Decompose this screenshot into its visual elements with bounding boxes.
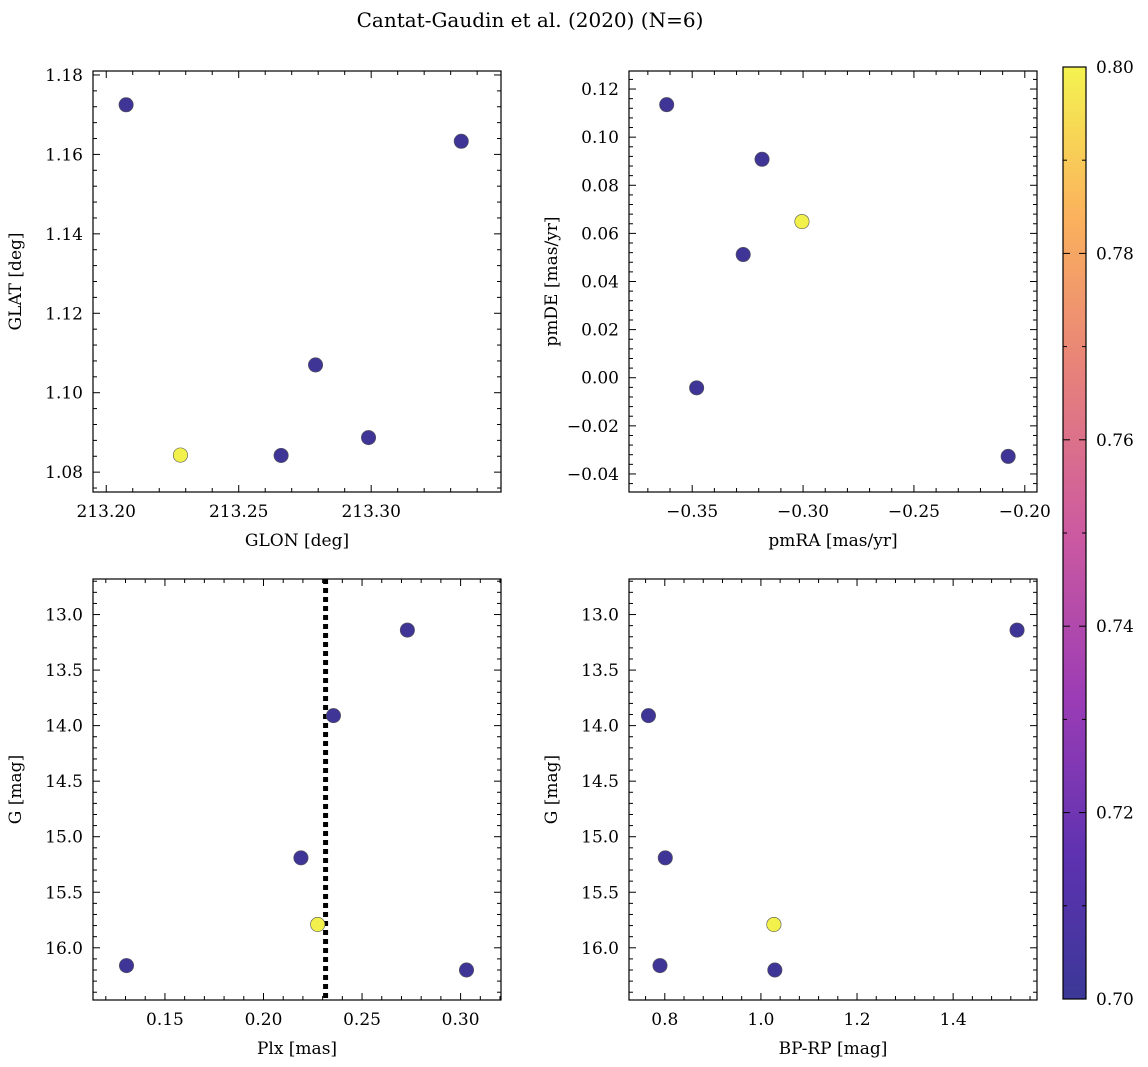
y-tick-label: 0.02 (581, 321, 619, 341)
data-point (640, 708, 656, 724)
x-tick-label: 0.25 (343, 1010, 381, 1030)
y-tick-label: 1.18 (45, 66, 83, 86)
y-tick-label: 1.16 (45, 145, 83, 165)
data-point (310, 916, 326, 932)
y-tick-label: 15.0 (45, 828, 83, 848)
y-tick-label: 13.0 (45, 606, 83, 626)
data-point (652, 958, 668, 974)
y-tick-label: 14.5 (581, 772, 619, 792)
data-point (659, 97, 675, 113)
data-point (459, 962, 475, 978)
y-tick-label: 14.5 (45, 772, 83, 792)
data-point (754, 151, 770, 167)
data-point (172, 447, 188, 463)
data-point (1009, 622, 1025, 638)
colorbar-tick-label: 0.80 (1096, 58, 1134, 78)
colorbar: 0.70 0.72 0.74 0.76 0.78 0.80 (1062, 58, 1134, 1010)
data-point (689, 380, 705, 396)
y-tick-label: 16.0 (45, 939, 83, 959)
y-tick-label: 15.5 (581, 883, 619, 903)
x-tick-label: 0.15 (146, 1010, 184, 1030)
x-tick-label: 0.8 (651, 1010, 678, 1030)
y-tick-label: 1.14 (45, 225, 83, 245)
y-tick-label: 15.5 (45, 883, 83, 903)
y-tick-label: −0.04 (567, 465, 619, 485)
y-axis-label: G [mag] (542, 755, 562, 824)
y-tick-label: 1.12 (45, 304, 83, 324)
x-tick-label: −0.35 (666, 502, 718, 522)
data-point (273, 447, 289, 463)
data-point (325, 708, 341, 724)
y-axis-label: GLAT [deg] (6, 232, 26, 330)
y-axis-label: pmDE [mas/yr] (542, 216, 562, 346)
colorbar-tick-label: 0.70 (1096, 990, 1134, 1010)
y-tick-label: 0.04 (581, 273, 619, 293)
panel-1: 213.20 213.25 213.30 1.08 1.10 1.12 1.14 1.16 1.… (6, 66, 502, 551)
data-point (794, 214, 810, 230)
x-tick-label: 1.0 (747, 1010, 774, 1030)
data-point (399, 622, 415, 638)
y-tick-label: 14.0 (45, 717, 83, 737)
colorbar-gradient (1063, 67, 1086, 999)
y-tick-label: 1.10 (45, 384, 83, 404)
plot-frame (92, 70, 502, 493)
x-tick-label: 213.25 (209, 502, 268, 522)
panel-2: −0.35 −0.30 −0.25 −0.20 −0.04 −0.02 0.00 0.02 0.… (542, 70, 1051, 551)
y-axis-label: G [mag] (6, 755, 26, 824)
data-point (293, 850, 309, 866)
y-tick-label: 14.0 (581, 717, 619, 737)
x-tick-label: 213.30 (341, 502, 400, 522)
panel-4: 0.8 1.0 1.2 1.4 13.0 13.5 14.0 14.5 15.0 15.5 16.0… (542, 578, 1038, 1059)
y-tick-label: 0.10 (581, 128, 619, 148)
x-tick-label: −0.20 (999, 502, 1051, 522)
y-tick-label: 0.08 (581, 176, 619, 196)
data-point (118, 97, 134, 113)
x-tick-label: 0.30 (442, 1010, 480, 1030)
x-axis-label: BP-RP [mag] (779, 1039, 888, 1059)
x-tick-label: 1.4 (940, 1010, 967, 1030)
x-tick-label: 1.2 (844, 1010, 871, 1030)
colorbar-tick-label: 0.76 (1096, 431, 1134, 451)
x-axis-label: GLON [deg] (245, 531, 349, 551)
data-point (657, 850, 673, 866)
y-tick-label: 1.08 (45, 463, 83, 483)
x-tick-label: 0.20 (245, 1010, 283, 1030)
colorbar-tick-label: 0.78 (1096, 244, 1134, 264)
x-axis-label: pmRA [mas/yr] (768, 531, 897, 551)
colorbar-tick-label: 0.72 (1096, 804, 1134, 824)
data-point (735, 247, 751, 263)
x-tick-label: 213.20 (77, 502, 136, 522)
x-tick-label: −0.25 (888, 502, 940, 522)
data-point (1000, 448, 1016, 464)
colorbar-tick-label: 0.74 (1096, 617, 1134, 637)
data-point (119, 958, 135, 974)
y-tick-label: 16.0 (581, 939, 619, 959)
data-point (308, 357, 324, 373)
plot-frame (628, 70, 1038, 493)
plot-frame (628, 578, 1038, 1001)
y-tick-label: 13.5 (45, 661, 83, 681)
x-tick-label: −0.30 (777, 502, 829, 522)
data-point (453, 133, 469, 149)
panel-3: 0.15 0.20 0.25 0.30 13.0 13.5 14.0 14.5 15.0 15.5… (6, 578, 502, 1059)
y-tick-label: 15.0 (581, 828, 619, 848)
data-point (361, 430, 377, 446)
y-tick-label: 0.12 (581, 80, 619, 100)
y-tick-label: 13.5 (581, 661, 619, 681)
data-point (767, 962, 783, 978)
y-tick-label: 13.0 (581, 606, 619, 626)
y-tick-label: −0.02 (567, 417, 619, 437)
y-tick-label: 0.00 (581, 369, 619, 389)
plot-frame (92, 578, 502, 1001)
x-axis-label: Plx [mas] (257, 1039, 337, 1059)
figure-title: Cantat-Gaudin et al. (2020) (N=6) (357, 8, 704, 32)
data-point (766, 916, 782, 932)
y-tick-label: 0.06 (581, 224, 619, 244)
